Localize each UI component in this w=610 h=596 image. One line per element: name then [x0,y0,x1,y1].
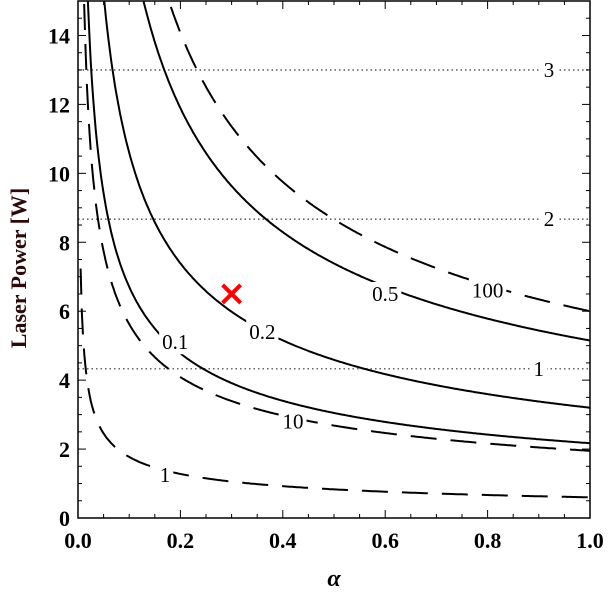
x-tick-label: 0.0 [64,528,92,553]
y-tick-label: 6 [59,299,70,324]
reference-label-bg [540,207,558,232]
contour-line-0.5 [142,1,590,342]
y-tick-label: 4 [59,368,70,393]
plot-frame [77,0,591,519]
contour-label-bg [279,409,307,434]
y-tick-label: 8 [59,230,70,255]
x-tick-label: 0.8 [474,528,502,553]
contour-line-10 [83,1,590,452]
contour-label: 1 [160,463,171,487]
y-tick-label: 0 [59,506,70,531]
reference-label: 2 [544,207,555,231]
y-tick-label: 14 [48,23,70,48]
contour-label-bg [246,319,279,344]
x-tick-label: 0.6 [371,528,399,553]
contour-label-bg [369,281,402,306]
contour-label-bg [159,330,192,355]
x-tick-label: 0.2 [167,528,195,553]
y-tick-label: 10 [48,161,70,186]
reference-label: 1 [534,357,545,381]
contour-label-bg [468,278,507,303]
contour-line-0.2 [103,1,590,409]
contour-line-0.1 [86,1,590,445]
x-tick-label: 1.0 [576,528,604,553]
reference-label: 3 [544,58,555,82]
contour-label: 0.5 [372,282,398,306]
plot-area: 0.1 0.2 0.5 1 10 100 3 2 1 [78,1,590,499]
marker-x [221,283,243,305]
y-tick-label: 2 [59,437,70,462]
x-tick-label: 0.4 [269,528,297,553]
contour-label: 0.1 [162,330,188,354]
reference-label-bg [540,57,558,82]
contour-label: 100 [472,279,504,303]
reference-label-bg [530,356,548,381]
x-axis-label: α [327,566,341,592]
y-tick-label: 12 [48,92,70,117]
contour-label: 10 [283,409,304,433]
contour-label-bg [156,462,174,487]
curves: 0.1 0.2 0.5 1 10 100 3 2 1 [78,1,590,499]
y-axis-label: Laser Power [W] [6,188,31,348]
contour-label: 0.2 [249,320,275,344]
